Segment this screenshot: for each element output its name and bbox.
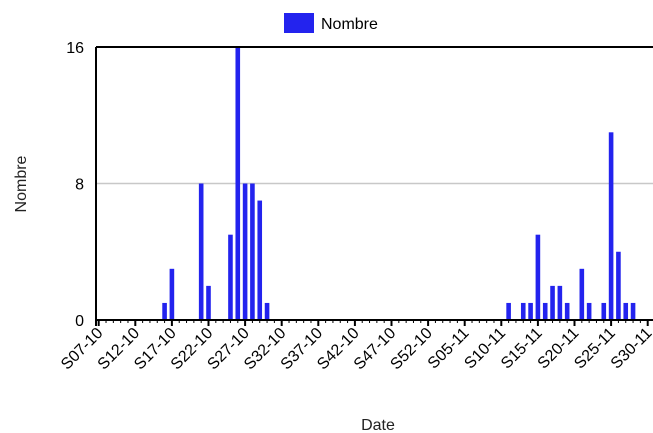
bar-S25-10 [228,234,233,320]
bar-S22-11 [586,302,592,320]
x-tick-label: S30-11 [608,325,653,373]
bar-S17-11 [550,285,555,321]
bar-S17-10 [169,268,175,320]
bar-S11-11 [506,302,511,320]
bar-S27-11 [623,302,629,320]
x-tick-labels: S07-10S12-10S17-10S22-10S27-10S32-10S37-… [58,325,653,374]
y-axis-title: Nombre [13,155,30,212]
bar-S16-10 [162,302,167,320]
bar-S19-11 [564,302,570,320]
x-axis-title: Date [361,417,395,433]
y-tick-label: 8 [75,177,84,194]
bar-S25-11 [608,132,614,320]
bar-S28-11 [630,302,636,320]
legend-label-nombre: Nombre [321,16,378,33]
y-tick-label: 0 [75,313,84,330]
y-tick-labels: 0 8 16 [66,40,84,330]
bar-S28-10 [250,183,255,320]
legend: Nombre [284,13,378,33]
bar-S16-11 [542,302,548,320]
bar-S26-10 [235,47,241,320]
axes [95,46,653,326]
y-tick-label: 16 [66,40,84,57]
x-tick-label: S52-10 [387,325,436,374]
bar-S26-11 [616,251,621,320]
bar-S24-11 [601,302,607,320]
bar-S21-10 [198,183,204,320]
bar-S21-11 [579,268,585,320]
bar-S22-10 [206,285,211,321]
bar-S14-11 [528,302,533,320]
bar-S18-11 [557,285,563,321]
bar-S29-10 [257,200,263,320]
bar-S13-11 [520,302,526,320]
bar-S30-10 [264,302,270,320]
bars [162,47,636,321]
bar-S15-11 [535,234,541,320]
bar-S27-10 [242,183,248,320]
legend-swatch-nombre [284,13,314,33]
